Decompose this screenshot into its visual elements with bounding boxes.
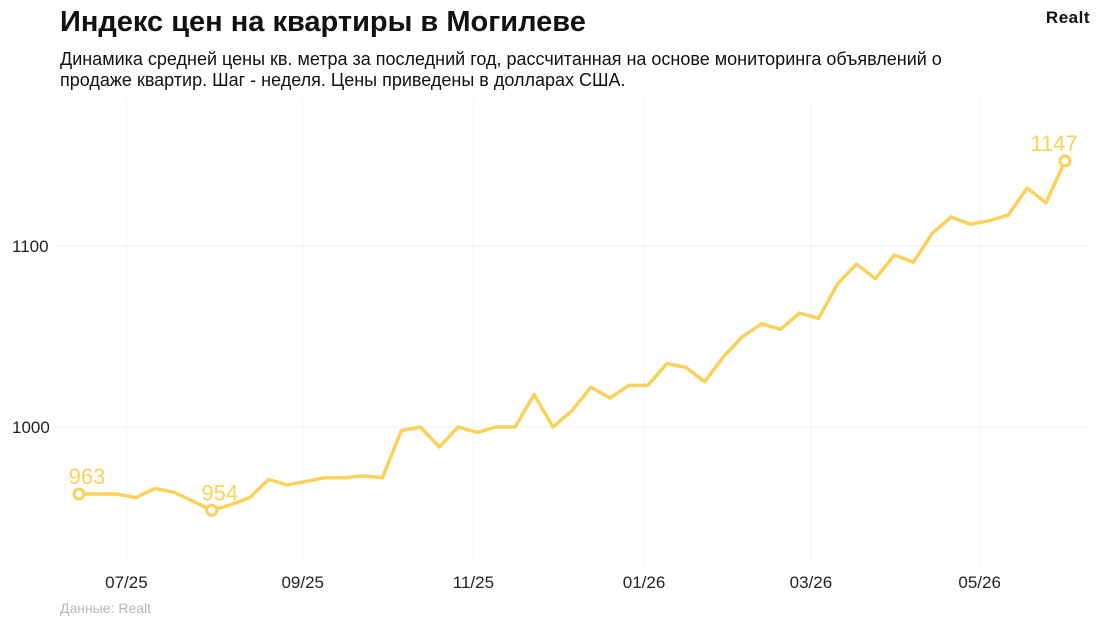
data-point-marker	[72, 487, 86, 501]
data-point-marker	[1058, 154, 1072, 168]
chart-title: Индекс цен на квартиры в Могилеве	[60, 6, 586, 38]
x-tick-label: 07/25	[105, 573, 148, 592]
y-tick-label: 1100	[12, 237, 49, 256]
data-point-marker	[205, 503, 219, 517]
y-tick-label: 1000	[12, 418, 50, 437]
realt-logo: Realt	[1045, 8, 1090, 27]
x-tick-label: 09/25	[281, 573, 324, 592]
data-label: 1147	[1030, 131, 1077, 156]
data-label: 963	[69, 464, 106, 489]
annotated-points: 963 954 1147	[69, 131, 1078, 517]
x-tick-label: 03/26	[790, 573, 833, 592]
data-source-note: Данные: Realt	[60, 600, 152, 616]
series-line	[77, 159, 1067, 513]
grid-lines	[55, 100, 1088, 563]
data-label: 954	[201, 480, 238, 505]
chart-subtitle: Динамика средней цены кв. метра за после…	[60, 49, 942, 90]
x-tick-label: 05/26	[958, 573, 1001, 592]
x-tick-label: 11/25	[453, 573, 494, 592]
x-tick-label: 01/26	[623, 573, 666, 592]
axis-tick-labels: 07/25 09/25 11/25 01/26 03/26 05/26 1000 1100	[12, 237, 1001, 592]
